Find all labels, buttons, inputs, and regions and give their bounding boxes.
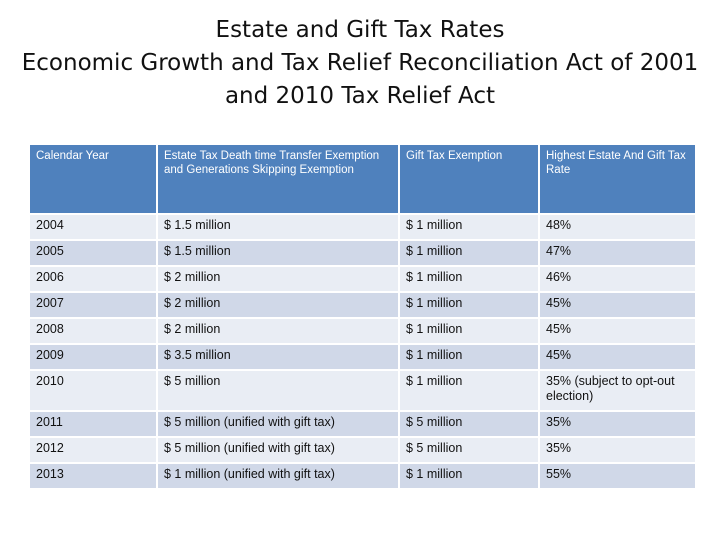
- cell-exemption: $ 1.5 million: [156, 213, 400, 241]
- cell-year: 2004: [28, 213, 158, 241]
- cell-gift: $ 1 million: [398, 343, 540, 371]
- header-gift-exemption: Gift Tax Exemption: [398, 143, 540, 215]
- cell-year: 2007: [28, 291, 158, 319]
- cell-gift: $ 1 million: [398, 213, 540, 241]
- cell-gift: $ 1 million: [398, 265, 540, 293]
- cell-rate: 48%: [538, 213, 697, 241]
- cell-exemption: $ 2 million: [156, 291, 400, 319]
- table-row: 2008 $ 2 million $ 1 million 45%: [28, 317, 697, 345]
- cell-rate: 46%: [538, 265, 697, 293]
- cell-exemption: $ 3.5 million: [156, 343, 400, 371]
- table-row: 2007 $ 2 million $ 1 million 45%: [28, 291, 697, 319]
- title-line-2: Economic Growth and Tax Relief Reconcili…: [21, 50, 699, 76]
- cell-year: 2009: [28, 343, 158, 371]
- cell-gift: $ 1 million: [398, 317, 540, 345]
- cell-rate: 35% (subject to opt-out election): [538, 369, 697, 412]
- cell-gift: $ 1 million: [398, 369, 540, 412]
- cell-year: 2011: [28, 410, 158, 438]
- cell-year: 2010: [28, 369, 158, 412]
- cell-exemption: $ 2 million: [156, 317, 400, 345]
- header-estate-exemption: Estate Tax Death time Transfer Exemption…: [156, 143, 400, 215]
- cell-rate: 45%: [538, 317, 697, 345]
- table-row: 2009 $ 3.5 million $ 1 million 45%: [28, 343, 697, 371]
- table-row: 2006 $ 2 million $ 1 million 46%: [28, 265, 697, 293]
- table-row: 2011 $ 5 million (unified with gift tax)…: [28, 410, 697, 438]
- cell-exemption: $ 1 million (unified with gift tax): [156, 462, 400, 490]
- cell-rate: 55%: [538, 462, 697, 490]
- cell-exemption: $ 2 million: [156, 265, 400, 293]
- table-row: 2013 $ 1 million (unified with gift tax)…: [28, 462, 697, 490]
- cell-year: 2008: [28, 317, 158, 345]
- table-row: 2010 $ 5 million $ 1 million 35% (subjec…: [28, 369, 697, 412]
- cell-year: 2012: [28, 436, 158, 464]
- cell-year: 2013: [28, 462, 158, 490]
- slide-title: Estate and Gift Tax Rates Economic Growt…: [0, 14, 720, 113]
- cell-rate: 35%: [538, 410, 697, 438]
- table-row: 2005 $ 1.5 million $ 1 million 47%: [28, 239, 697, 267]
- cell-rate: 35%: [538, 436, 697, 464]
- cell-exemption: $ 5 million: [156, 369, 400, 412]
- cell-rate: 45%: [538, 291, 697, 319]
- cell-gift: $ 5 million: [398, 436, 540, 464]
- header-calendar-year: Calendar Year: [28, 143, 158, 215]
- cell-exemption: $ 5 million (unified with gift tax): [156, 436, 400, 464]
- cell-gift: $ 1 million: [398, 239, 540, 267]
- table-header-row: Calendar Year Estate Tax Death time Tran…: [28, 143, 697, 215]
- cell-exemption: $ 5 million (unified with gift tax): [156, 410, 400, 438]
- cell-rate: 45%: [538, 343, 697, 371]
- cell-exemption: $ 1.5 million: [156, 239, 400, 267]
- cell-gift: $ 1 million: [398, 291, 540, 319]
- tax-rates-table: Calendar Year Estate Tax Death time Tran…: [28, 143, 697, 490]
- cell-rate: 47%: [538, 239, 697, 267]
- table-row: 2012 $ 5 million (unified with gift tax)…: [28, 436, 697, 464]
- table-row: 2004 $ 1.5 million $ 1 million 48%: [28, 213, 697, 241]
- header-highest-rate: Highest Estate And Gift Tax Rate: [538, 143, 697, 215]
- cell-year: 2006: [28, 265, 158, 293]
- cell-year: 2005: [28, 239, 158, 267]
- cell-gift: $ 5 million: [398, 410, 540, 438]
- title-line-3: and 2010 Tax Relief Act: [224, 83, 496, 109]
- title-line-1: Estate and Gift Tax Rates: [215, 17, 505, 43]
- cell-gift: $ 1 million: [398, 462, 540, 490]
